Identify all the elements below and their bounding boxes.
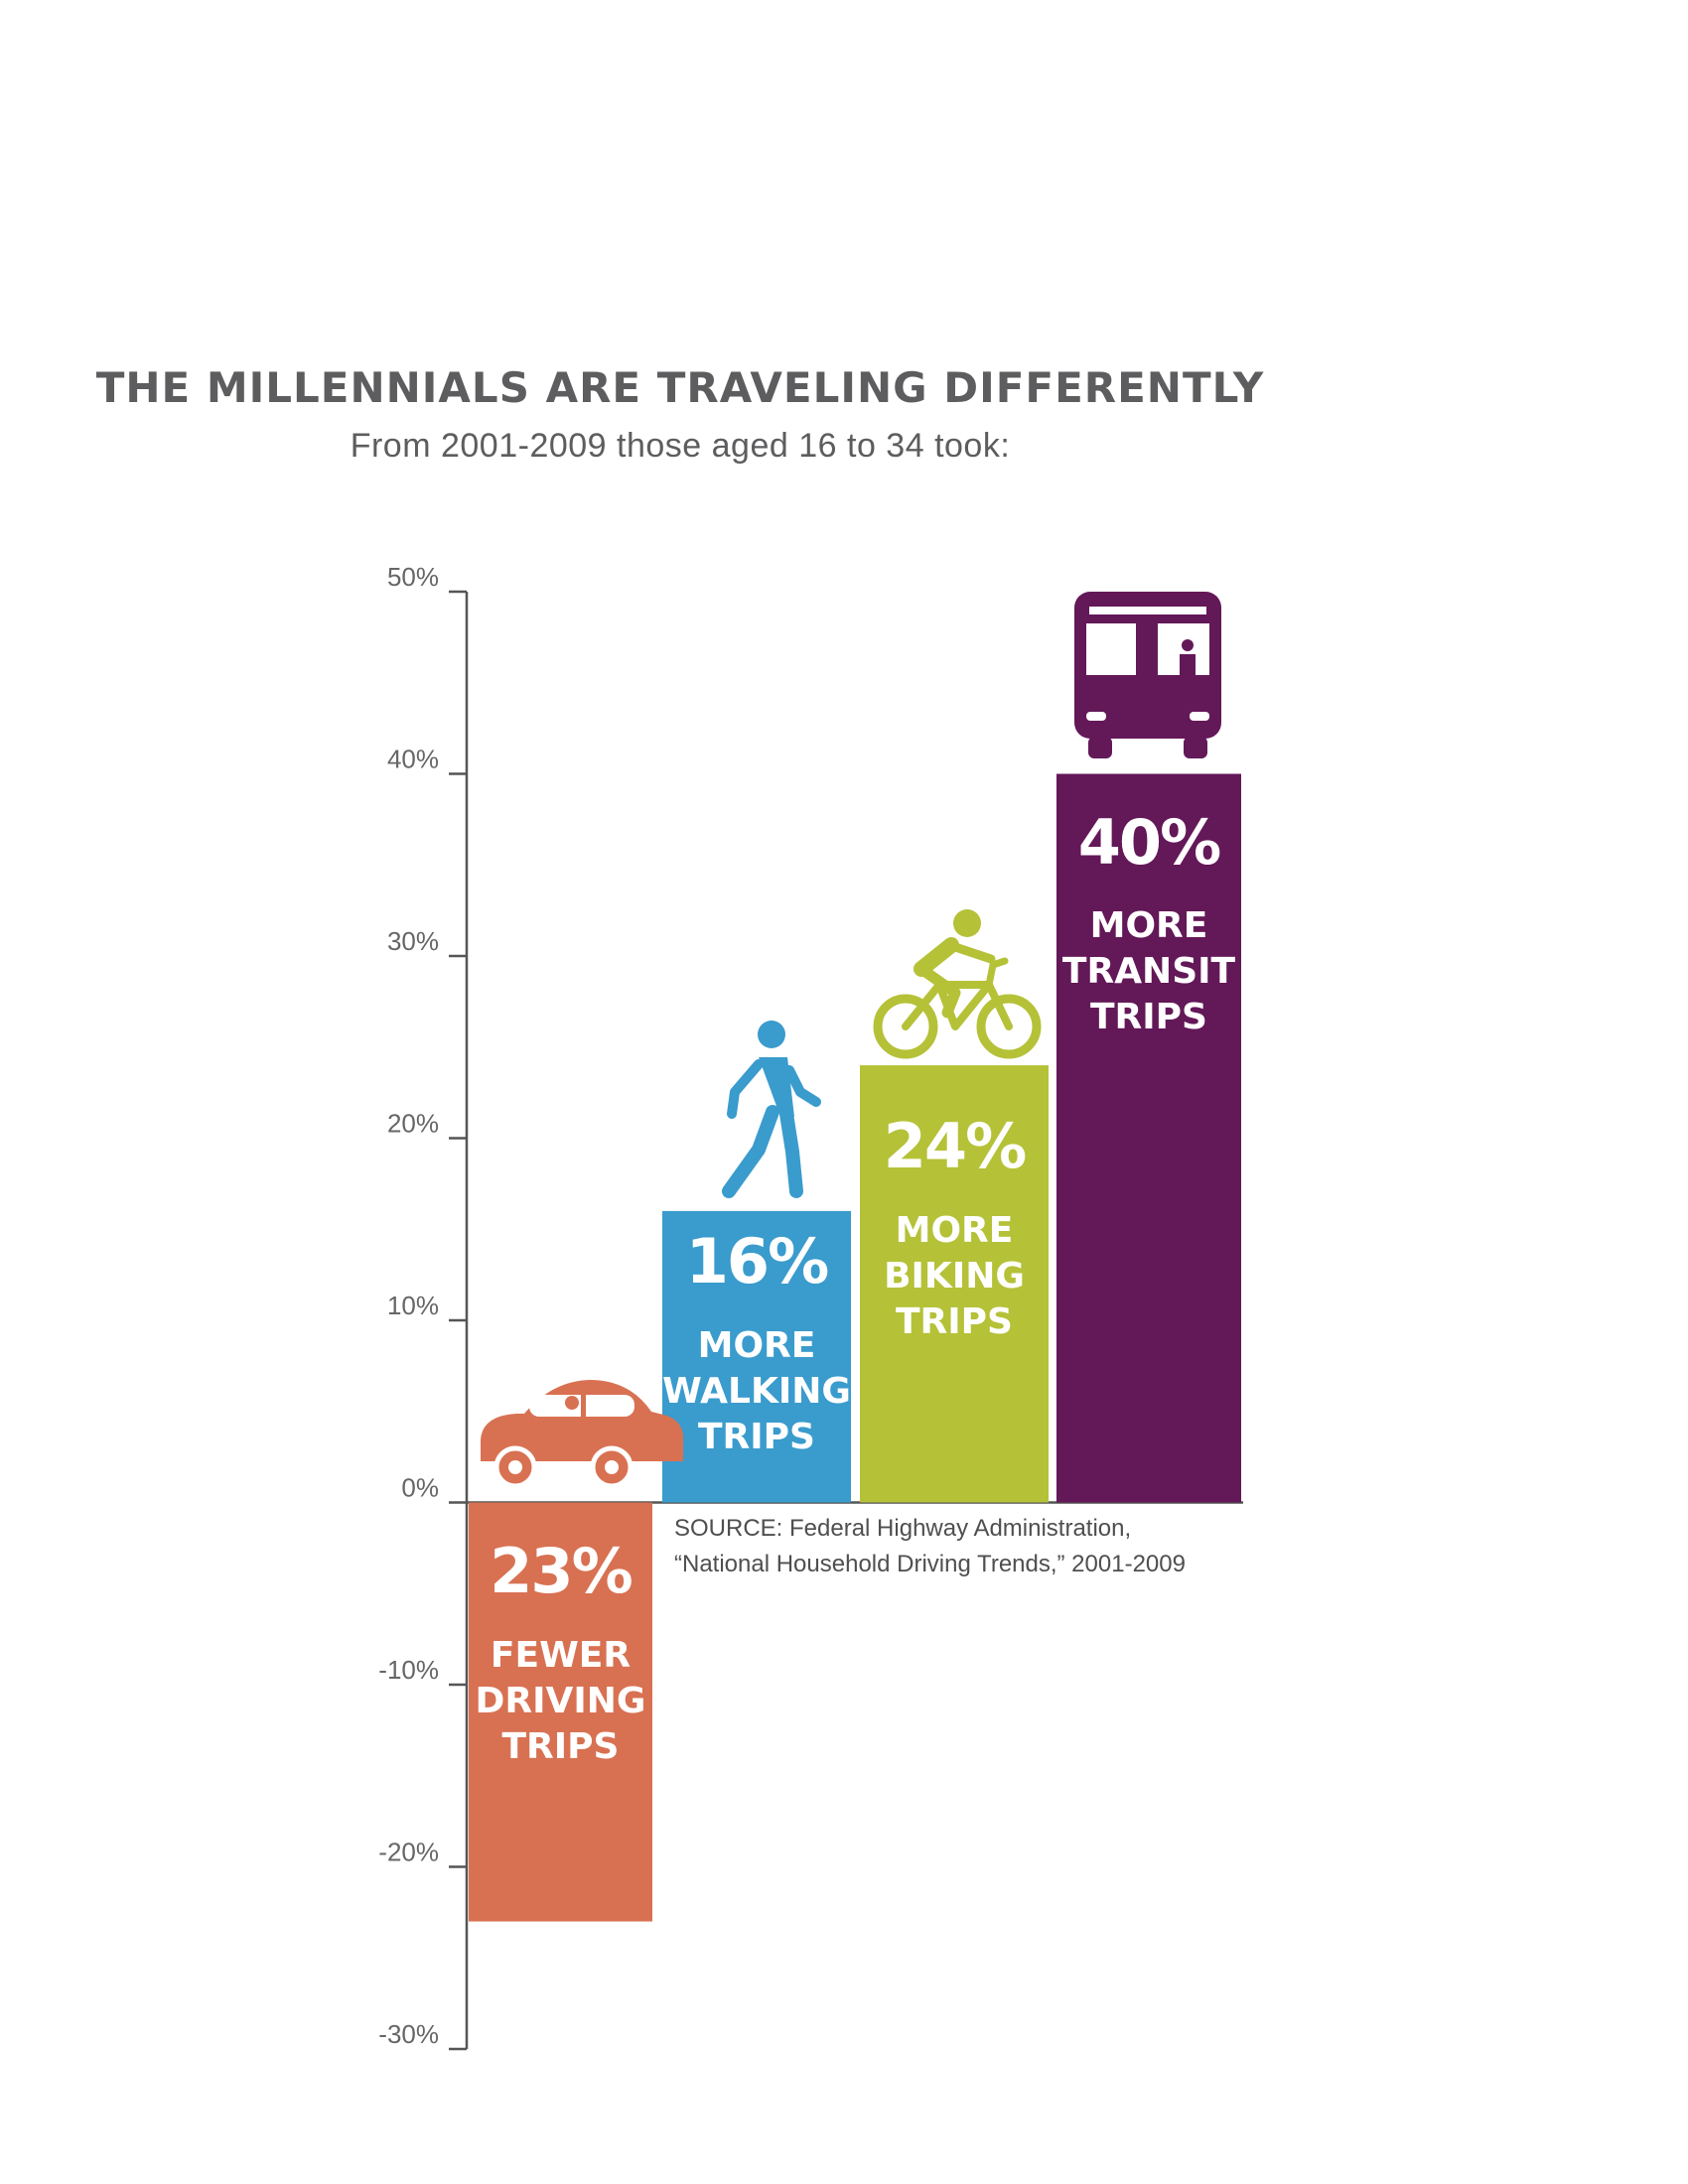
- chart-subtitle: From 2001-2009 those aged 16 to 34 took:: [350, 427, 1011, 465]
- y-tick-label: 40%: [387, 745, 439, 774]
- chart-title: THE MILLENNIALS ARE TRAVELING DIFFERENTL…: [95, 363, 1265, 412]
- source-line-2: “National Household Driving Trends,” 200…: [674, 1551, 1186, 1577]
- bar-description-label: TRIPS: [896, 1301, 1013, 1342]
- bar-biking: [860, 1065, 1049, 1503]
- bar-transit: [1056, 773, 1241, 1503]
- bar-description-label: TRANSIT: [1062, 951, 1236, 992]
- bars: [469, 773, 1241, 1922]
- y-axis: 50% 40% 30% 20% 10% 0% -10% -20% -30%: [378, 562, 1243, 2051]
- bar-value-label: 23%: [490, 1535, 632, 1607]
- bar-value-label: 16%: [686, 1225, 828, 1297]
- bar-description-label: TRIPS: [698, 1417, 815, 1457]
- bar-description-label: TRIPS: [1090, 997, 1207, 1037]
- y-tick-label: 20%: [387, 1109, 439, 1139]
- bar-value-label: 24%: [884, 1110, 1026, 1182]
- y-tick-label: 30%: [387, 926, 439, 956]
- y-tick-label: -20%: [378, 1838, 439, 1867]
- y-tick-label: -30%: [378, 2019, 439, 2049]
- bar-driving: [469, 1502, 652, 1922]
- bar-description-label: TRIPS: [502, 1726, 620, 1767]
- bar-description-label: MORE: [1090, 905, 1208, 946]
- bar-description-label: MORE: [896, 1210, 1014, 1251]
- bar-labels: 23% FEWER DRIVING TRIPS 16% MORE WALKING TRIPS 2…: [476, 806, 1236, 1767]
- bar-description-label: BIKING: [884, 1256, 1025, 1297]
- y-tick-label: 50%: [387, 562, 439, 592]
- y-tick-label: 0%: [401, 1473, 439, 1503]
- cyclist-icon: [873, 909, 1042, 1059]
- bar-description-label: WALKING: [662, 1371, 851, 1412]
- bar-description-label: FEWER: [491, 1635, 631, 1676]
- walking-person-icon: [722, 1021, 821, 1198]
- source-note: SOURCE: Federal Highway Administration, …: [674, 1511, 1186, 1582]
- bar-description-label: DRIVING: [476, 1681, 646, 1721]
- bar-description-label: MORE: [698, 1325, 816, 1366]
- bar-value-label: 40%: [1078, 806, 1220, 879]
- bar-walking: [662, 1210, 851, 1503]
- car-icon: [481, 1380, 683, 1489]
- source-line-1: SOURCE: Federal Highway Administration,: [674, 1515, 1132, 1542]
- y-tick-label: -10%: [378, 1655, 439, 1685]
- bus-icon: [1074, 592, 1221, 758]
- y-tick-label: 10%: [387, 1291, 439, 1320]
